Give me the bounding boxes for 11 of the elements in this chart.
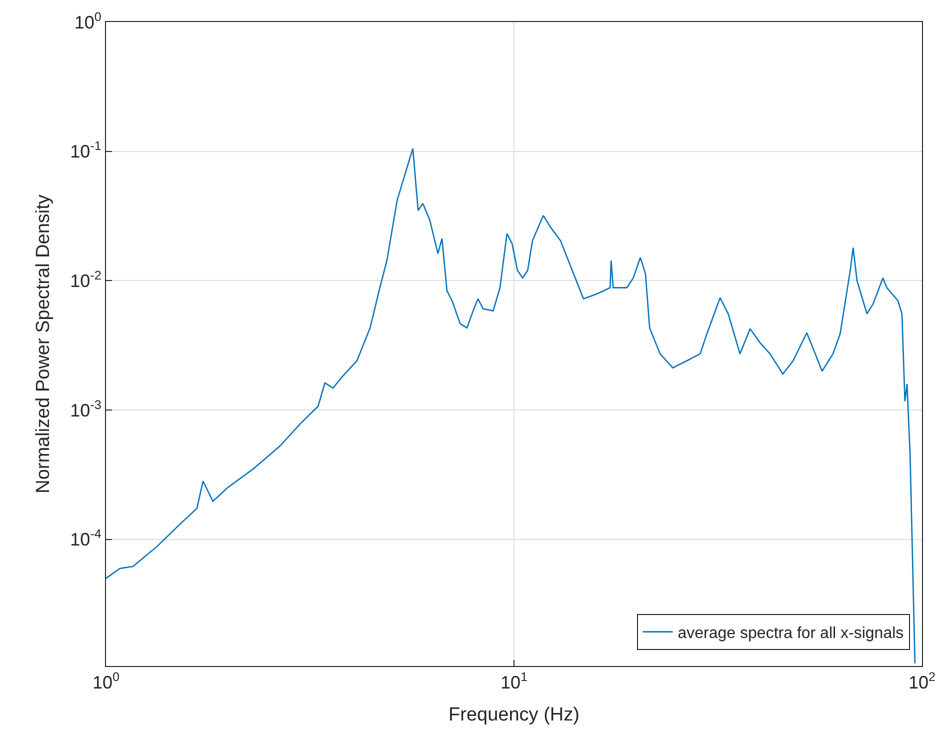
y-axis-title: Normalized Power Spectral Density: [33, 194, 54, 494]
x-axis-title: Frequency (Hz): [448, 704, 580, 726]
legend-label: average spectra for all x-signals: [678, 625, 904, 642]
y-tick-label: 10$^{0}$: [74, 10, 102, 32]
y-tick-label: 10$^{-2}$: [70, 268, 102, 291]
y-tick-label: 10$^{-1}$: [70, 139, 102, 162]
y-tick-label: 10$^{-3}$: [70, 398, 102, 420]
x-tick-label: 10$^{0}$: [92, 670, 120, 693]
x-tick-label: 10$^{2}$: [908, 670, 936, 693]
x-tick-label: 10$^{1}$: [500, 670, 528, 693]
y-tick-label: 10$^{-4}$: [70, 527, 102, 550]
